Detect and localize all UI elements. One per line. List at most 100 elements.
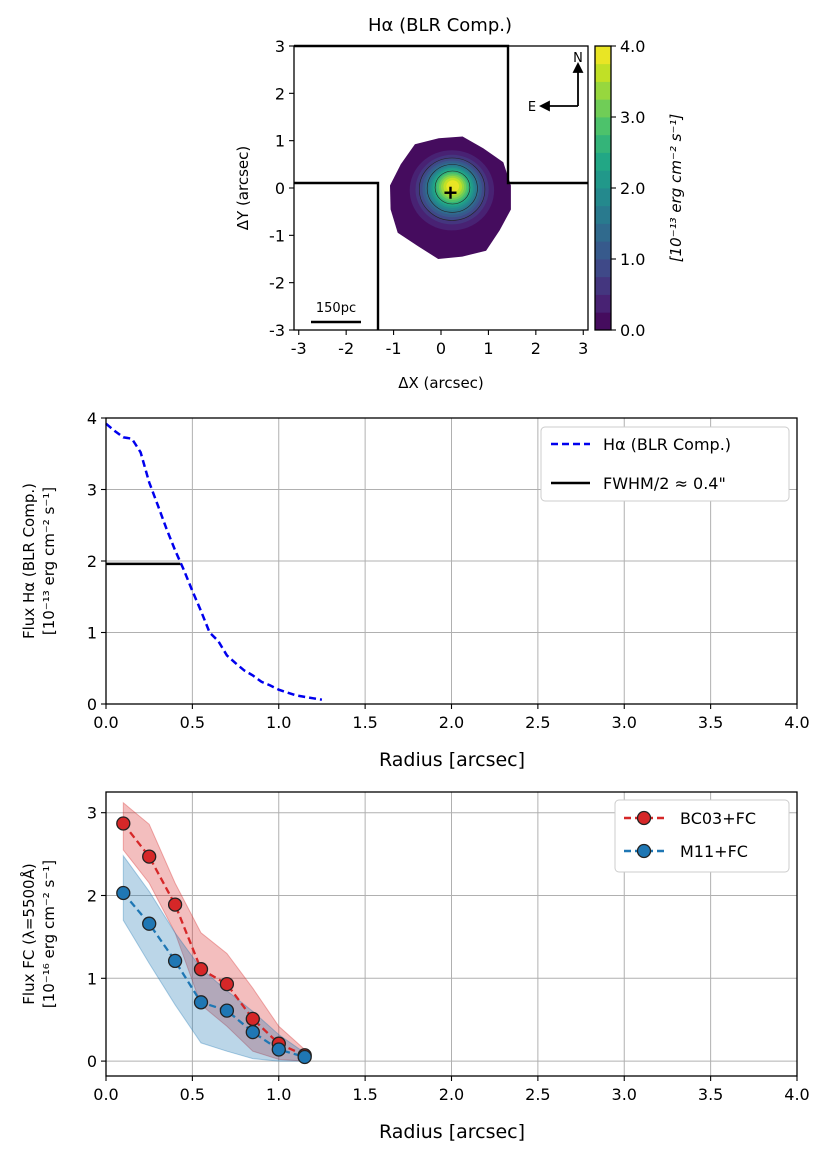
fc-y-tick-label: 0 <box>87 1052 97 1071</box>
fc-x-tick-label: 2.0 <box>439 1085 464 1104</box>
fc-x-tick-label: 1.5 <box>352 1085 377 1104</box>
compass <box>538 61 584 112</box>
profile-x-tick-label: 1.5 <box>352 713 377 732</box>
colorbar-level <box>595 259 611 278</box>
colorbar-tick-label: 2.0 <box>620 179 645 198</box>
map-x-tick-label: -2 <box>338 339 354 358</box>
colorbar-ticks: 0.0 1.0 2.0 3.0 4.0 <box>611 37 645 340</box>
colorbar-level <box>595 312 611 331</box>
legend-halpha-label: Hα (BLR Comp.) <box>603 435 731 454</box>
profile-y-tick-label: 2 <box>87 552 97 571</box>
fc-y-axis-label-line2: [10⁻¹⁶ erg cm⁻² s⁻¹] <box>40 860 58 1008</box>
fc-y-tick-label: 1 <box>87 969 97 988</box>
profile-x-tick-label: 0.5 <box>180 713 205 732</box>
fc-x-tick-label: 3.5 <box>698 1085 723 1104</box>
bc03-point <box>116 816 131 831</box>
panel-map: Hα (BLR Comp.) N E 150pc -3 -2 -1 0 1 2 3 -3 -2… <box>234 15 685 392</box>
profile-lines <box>105 422 323 701</box>
profile-x-ticks: 0.0 0.5 1.0 1.5 2.0 2.5 3.0 3.5 4.0 <box>93 704 810 732</box>
bc03-point <box>167 897 183 912</box>
profile-x-axis-label: Radius [arcsec] <box>379 749 525 771</box>
profile-y-tick-label: 1 <box>87 624 97 643</box>
map-y-ticks: -3 -2 -1 0 1 2 3 <box>269 37 294 340</box>
colorbar-label: [10⁻¹³ erg cm⁻² s⁻¹] <box>667 114 685 263</box>
colorbar-level <box>595 99 611 118</box>
colorbar-level <box>595 63 611 82</box>
profile-x-tick-label: 0.0 <box>93 713 118 732</box>
profile-y-axis-label-line1: Flux Hα (BLR Comp.) <box>20 483 38 639</box>
colorbar-level <box>595 117 611 136</box>
colorbar-level <box>595 46 611 65</box>
m11-point <box>167 953 183 969</box>
profile-x-tick-label: 2.5 <box>525 713 550 732</box>
legend-fwhm-label: FWHM/2 ≈ 0.4" <box>603 474 726 493</box>
fc-y-ticks: 0 1 2 3 <box>87 804 106 1071</box>
legend-m11-label: M11+FC <box>680 842 748 861</box>
fc-x-tick-label: 4.0 <box>784 1085 809 1104</box>
colorbar-level <box>595 223 611 242</box>
map-title: Hα (BLR Comp.) <box>368 15 512 36</box>
fc-x-ticks: 0.0 0.5 1.0 1.5 2.0 2.5 3.0 3.5 4.0 <box>93 1076 810 1104</box>
legend-bc03-label: BC03+FC <box>680 809 756 828</box>
fc-x-tick-label: 1.0 <box>266 1085 291 1104</box>
colorbar-level <box>595 170 611 189</box>
halpha-profile-line <box>105 422 323 701</box>
fc-y-tick-label: 3 <box>87 804 97 823</box>
fc-x-tick-label: 0.0 <box>93 1085 118 1104</box>
fc-x-tick-label: 3.0 <box>612 1085 637 1104</box>
m11-point <box>142 916 157 931</box>
map-x-tick-label: -3 <box>291 339 307 358</box>
compass-north-label: N <box>573 51 583 66</box>
profile-x-tick-label: 2.0 <box>439 713 464 732</box>
fc-lines <box>116 801 312 1065</box>
map-y-tick-label: -2 <box>269 274 285 293</box>
colorbar-tick-label: 4.0 <box>620 37 645 56</box>
colorbar-level <box>595 134 611 153</box>
map-y-tick-label: 1 <box>275 132 285 151</box>
legend-m11-marker <box>636 843 652 859</box>
heatmap-level-15 <box>446 180 460 193</box>
fc-x-tick-label: 0.5 <box>180 1085 205 1104</box>
map-y-axis-label: ΔY (arcsec) <box>234 146 252 230</box>
bc03-point <box>245 1011 260 1027</box>
profile-x-tick-label: 3.0 <box>612 713 637 732</box>
map-y-tick-label: 2 <box>275 84 285 103</box>
map-x-axis-label: ΔX (arcsec) <box>398 374 484 392</box>
colorbar-level <box>595 276 611 295</box>
fc-y-axis-label-line1: Flux FC (λ=5500Å) <box>19 863 38 1004</box>
fc-y-tick-label: 2 <box>87 886 97 905</box>
colorbar-level <box>595 188 611 207</box>
profile-x-tick-label: 4.0 <box>784 713 809 732</box>
profile-x-tick-label: 1.0 <box>266 713 291 732</box>
profile-y-ticks: 0 1 2 3 4 <box>87 409 106 714</box>
map-x-tick-label: -1 <box>386 339 402 358</box>
map-y-tick-label: -3 <box>269 321 285 340</box>
map-y-tick-label: -1 <box>269 226 285 245</box>
colorbar-tick-label: 1.0 <box>620 250 645 269</box>
colorbar <box>595 46 611 331</box>
colorbar-level <box>595 205 611 224</box>
map-y-tick-label: 0 <box>275 179 285 198</box>
m11-point <box>297 1049 312 1065</box>
fc-x-axis-label: Radius [arcsec] <box>379 1121 525 1143</box>
m11-point <box>193 995 209 1010</box>
panel-halpha-profile: 0.0 0.5 1.0 1.5 2.0 2.5 3.0 3.5 4.0 0 1 2 3 4 Radius… <box>20 409 810 771</box>
bc03-point <box>193 962 209 977</box>
colorbar-level <box>595 152 611 171</box>
m11-point <box>245 1024 260 1040</box>
colorbar-level <box>595 294 611 313</box>
m11-point <box>219 1003 235 1018</box>
fc-legend: BC03+FC M11+FC <box>614 799 790 873</box>
profile-x-tick-label: 3.5 <box>698 713 723 732</box>
colorbar-level <box>595 241 611 260</box>
colorbar-tick-label: 3.0 <box>620 108 645 127</box>
map-heatmap <box>390 136 511 259</box>
profile-y-tick-label: 3 <box>87 481 97 500</box>
profile-y-tick-label: 4 <box>87 409 97 428</box>
m11-point <box>116 885 131 901</box>
fc-x-tick-label: 2.5 <box>525 1085 550 1104</box>
panel-fc-profile: 0.0 0.5 1.0 1.5 2.0 2.5 3.0 3.5 4.0 0 1 2 3 Radius … <box>19 791 810 1143</box>
compass-east-label: E <box>528 100 536 115</box>
colorbar-level <box>595 81 611 100</box>
map-x-tick-label: 2 <box>531 339 541 358</box>
